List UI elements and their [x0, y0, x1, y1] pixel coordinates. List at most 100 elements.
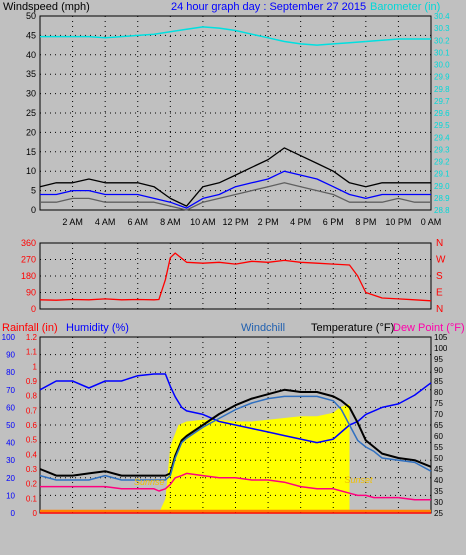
temperature-tick-label: 45: [434, 465, 443, 474]
temperature-axis-label: Temperature (°F): [311, 322, 394, 334]
rainfall-tick-label: 0.9: [26, 377, 38, 386]
barometer-tick-label: 29.0: [434, 182, 450, 191]
time-tick-label: 4 AM: [95, 217, 116, 227]
series-line-humidity: [39, 373, 432, 444]
series-line-wind-direction: [39, 252, 432, 302]
rainfall-tick-label: 0.8: [26, 392, 38, 401]
direction-degree-tick-label: 90: [26, 288, 36, 298]
wind-direction-degree-ticks: 0 90 180 270 360: [21, 238, 36, 314]
time-tick-label: 10 PM: [385, 217, 411, 227]
humidity-tick-label: 70: [6, 386, 15, 395]
humidity-tick-label: 0: [11, 509, 16, 518]
rainfall-tick-label: 1.2: [26, 333, 38, 342]
rainfall-tick-label: 0.1: [26, 494, 38, 503]
time-tick-label: 2 PM: [258, 217, 279, 227]
time-tick-label: 10 AM: [190, 217, 216, 227]
temperature-tick-label: 100: [434, 344, 448, 353]
windspeed-ticks: 0 5 10 15 20 25 30 35 40 45 50: [26, 11, 36, 215]
time-tick-label: 6 AM: [127, 217, 148, 227]
barometer-axis-label: Barometer (in): [370, 1, 440, 13]
barometer-tick-label: 30.3: [434, 24, 450, 33]
solar-fill: [154, 403, 350, 513]
direction-degree-tick-label: 180: [21, 271, 36, 281]
humidity-axis-label: Humidity (%): [66, 322, 129, 334]
windspeed-tick-label: 40: [26, 50, 36, 60]
rainfall-tick-label: 1.1: [26, 348, 38, 357]
windspeed-tick-label: 10: [26, 166, 36, 176]
time-tick-label: 0 AM: [421, 217, 442, 227]
direction-compass-tick-label: S: [436, 271, 443, 282]
direction-degree-tick-label: 270: [21, 255, 36, 265]
temperature-tick-label: 50: [434, 454, 443, 463]
series-line-temperature: [39, 388, 432, 477]
barometer-tick-label: 29.9: [434, 73, 450, 82]
barometer-tick-label: 29.4: [434, 133, 450, 142]
time-axis-ticks: 2 AM 4 AM 6 AM 8 AM 10 AM 12 PM 2 PM 4 PM 6 PM 8 …: [62, 217, 441, 227]
temperature-tick-label: 105: [434, 333, 448, 342]
barometer-tick-label: 30.0: [434, 61, 450, 70]
temperature-tick-label: 25: [434, 509, 443, 518]
humidity-tick-label: 50: [6, 421, 15, 430]
barometer-tick-label: 30.4: [434, 12, 450, 21]
temperature-tick-label: 60: [434, 432, 443, 441]
wind-baro-series: [39, 26, 431, 211]
direction-compass-tick-label: W: [436, 255, 446, 266]
barometer-tick-label: 28.8: [434, 206, 450, 215]
barometer-tick-label: 28.9: [434, 194, 450, 203]
series-line-windchill: [39, 395, 432, 481]
rainfall-axis-label: Rainfall (in): [2, 322, 58, 334]
temperature-tick-label: 65: [434, 421, 443, 430]
windspeed-tick-label: 30: [26, 89, 36, 99]
temperature-tick-label: 90: [434, 366, 443, 375]
direction-degree-tick-label: 360: [21, 238, 36, 248]
humidity-tick-label: 20: [6, 474, 15, 483]
series-line-barometer: [40, 26, 431, 46]
humidity-tick-label: 100: [2, 333, 16, 342]
humidity-tick-label: 60: [6, 403, 15, 412]
temperature-tick-label: 85: [434, 377, 443, 386]
time-tick-label: 2 AM: [62, 217, 83, 227]
windspeed-tick-label: 25: [26, 108, 36, 118]
temperature-tick-label: 40: [434, 476, 443, 485]
windspeed-axis-label: Windspeed (mph): [3, 1, 90, 13]
barometer-tick-label: 30.2: [434, 36, 450, 45]
wind-direction-grid: [40, 243, 431, 309]
temperature-tick-label: 30: [434, 498, 443, 507]
temperature-tick-label: 80: [434, 388, 443, 397]
barometer-tick-label: 30.1: [434, 48, 450, 57]
sunset-label: Sunset: [345, 475, 374, 485]
chart-title: 24 hour graph day : September 27 2015: [171, 1, 366, 13]
humidity-tick-label: 10: [6, 491, 15, 500]
windspeed-tick-label: 20: [26, 127, 36, 137]
windspeed-tick-label: 35: [26, 69, 36, 79]
rainfall-tick-label: 0.3: [26, 465, 38, 474]
barometer-ticks: 28.8 28.9 29.0 29.1 29.2 29.3 29.4 29.5 29.6 29.7…: [434, 12, 450, 215]
windspeed-tick-label: 15: [26, 147, 36, 157]
time-tick-label: 12 PM: [222, 217, 248, 227]
rainfall-tick-label: 1: [33, 362, 38, 371]
humidity-tick-label: 80: [6, 368, 15, 377]
series-line-speed: [40, 182, 431, 211]
windspeed-tick-label: 45: [26, 30, 36, 40]
time-tick-label: 4 PM: [290, 217, 311, 227]
barometer-tick-label: 29.6: [434, 109, 450, 118]
temperature-tick-label: 95: [434, 355, 443, 364]
time-tick-label: 6 PM: [323, 217, 344, 227]
sunrise-label: Sunrise: [134, 477, 165, 487]
rainfall-tick-label: 0.6: [26, 421, 38, 430]
wind-direction-series: [39, 252, 432, 302]
temperature-ticks: 25 30 35 40 45 50 55 60 65 70 75 80 85 90 95 100 105: [434, 333, 448, 518]
barometer-tick-label: 29.3: [434, 145, 450, 154]
series-line-average: [40, 170, 431, 209]
rainfall-tick-label: 0.5: [26, 436, 38, 445]
solar-area: [154, 403, 350, 513]
series-line-gust: [39, 147, 431, 207]
wind-baro-grid: [40, 16, 431, 210]
barometer-tick-label: 29.5: [434, 121, 450, 130]
dewpoint-axis-label: Dew Point (°F): [393, 322, 465, 334]
barometer-tick-label: 29.2: [434, 158, 450, 167]
windspeed-tick-label: 50: [26, 11, 36, 21]
direction-degree-tick-label: 0: [31, 304, 36, 314]
